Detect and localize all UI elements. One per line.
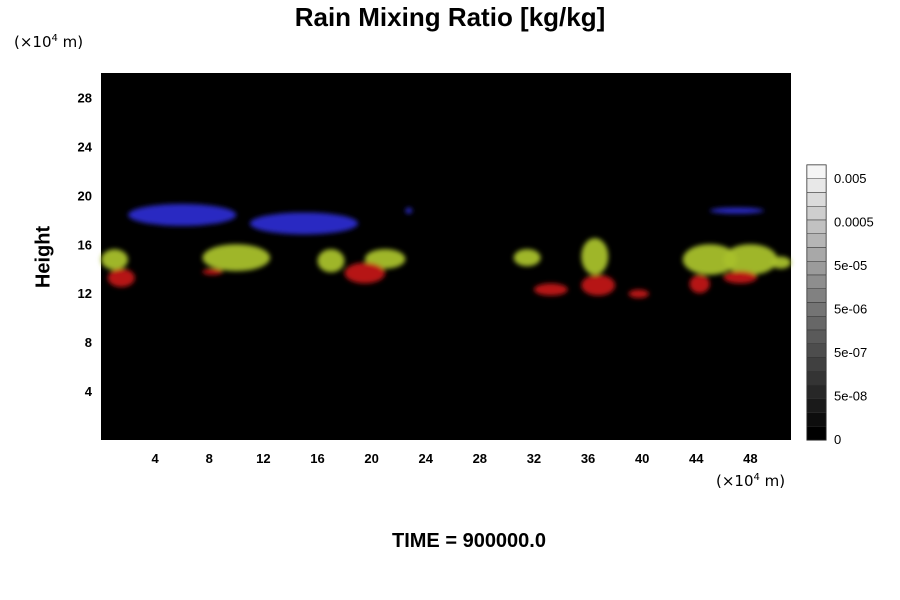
y-tick-label: 8 [85, 335, 92, 350]
colorbar-swatch [806, 164, 827, 179]
colorbar-swatch [806, 261, 827, 276]
colorbar-swatch [806, 192, 827, 207]
feature-green-cell-4 [364, 249, 406, 269]
colorbar-swatch [806, 329, 827, 344]
feature-red-cell-5 [581, 274, 616, 296]
y-axis-unit: (×104 m) [14, 33, 84, 51]
y-tick-label: 4 [85, 384, 93, 399]
x-tick-label: 28 [473, 451, 487, 466]
x-tick-label: 36 [581, 451, 595, 466]
colorbar-swatch [806, 426, 827, 441]
colorbar-swatch [806, 247, 827, 262]
feature-green-cell-5 [513, 249, 541, 267]
x-tick-label: 16 [310, 451, 324, 466]
x-tick-label: 4 [152, 451, 160, 466]
colorbar-label: 5e-05 [834, 258, 867, 273]
colorbar-swatch [806, 316, 827, 331]
feature-green-cell-1 [101, 249, 129, 270]
y-tick-label: 24 [78, 139, 93, 154]
feature-red-cell-7 [689, 274, 710, 294]
colorbar-label: 0.0005 [834, 215, 874, 230]
y-tick-label: 16 [78, 237, 92, 252]
y-tick-label: 28 [78, 90, 92, 105]
feature-red-cell-1 [107, 268, 135, 288]
feature-green-cell-7 [682, 244, 737, 275]
colorbar-swatch [806, 412, 827, 427]
time-label: TIME = 900000.0 [392, 530, 546, 552]
colorbar-label: 0 [834, 432, 841, 447]
x-tick-label: 8 [206, 451, 213, 466]
colorbar-swatch [806, 371, 827, 386]
y-tick-label: 20 [78, 188, 92, 203]
feature-blue-layer-central [249, 212, 359, 235]
feature-red-cell-2 [202, 268, 223, 275]
feature-red-cell-4 [533, 283, 568, 296]
colorbar-swatch [806, 398, 827, 413]
x-axis-unit: (×104 m) [716, 472, 786, 490]
feature-green-cell-8 [723, 244, 778, 275]
colorbar-swatch [806, 219, 827, 234]
colorbar-label: 5e-08 [834, 389, 867, 404]
feature-blue-layer-west [128, 203, 237, 226]
feature-red-cell-8 [723, 271, 758, 284]
feature-green-cell-3 [317, 249, 345, 273]
feature-green-cell-2 [202, 244, 271, 272]
colorbar-label: 0.005 [834, 171, 867, 186]
colorbar-swatch [806, 178, 827, 193]
colorbar-swatch [806, 274, 827, 289]
x-tick-label: 40 [635, 451, 649, 466]
colorbar-swatch [806, 357, 827, 372]
x-tick-label: 20 [364, 451, 378, 466]
x-tick-label: 12 [256, 451, 270, 466]
colorbar-swatch [806, 384, 827, 399]
feature-green-cell-9 [770, 256, 792, 269]
colorbar-swatch [806, 206, 827, 221]
x-tick-label: 44 [689, 451, 704, 466]
chart-title: Rain Mixing Ratio [kg/kg] [294, 2, 606, 32]
colorbar-label: 5e-06 [834, 302, 867, 317]
feature-red-cell-6 [628, 289, 649, 299]
x-tick-label: 48 [743, 451, 757, 466]
y-tick-label: 12 [78, 286, 92, 301]
feature-red-cell-3 [344, 262, 386, 284]
feature-green-cell-6 [581, 238, 609, 275]
colorbar-swatch [806, 343, 827, 358]
x-tick-label: 24 [418, 451, 433, 466]
colorbar-label: 5e-07 [834, 345, 867, 360]
feature-blue-fleck-east [709, 207, 764, 214]
colorbar-swatch [806, 288, 827, 303]
colorbar-swatch [806, 233, 827, 248]
feature-blue-fleck [405, 207, 413, 214]
x-tick-label: 32 [527, 451, 541, 466]
colorbar-swatch [806, 302, 827, 317]
